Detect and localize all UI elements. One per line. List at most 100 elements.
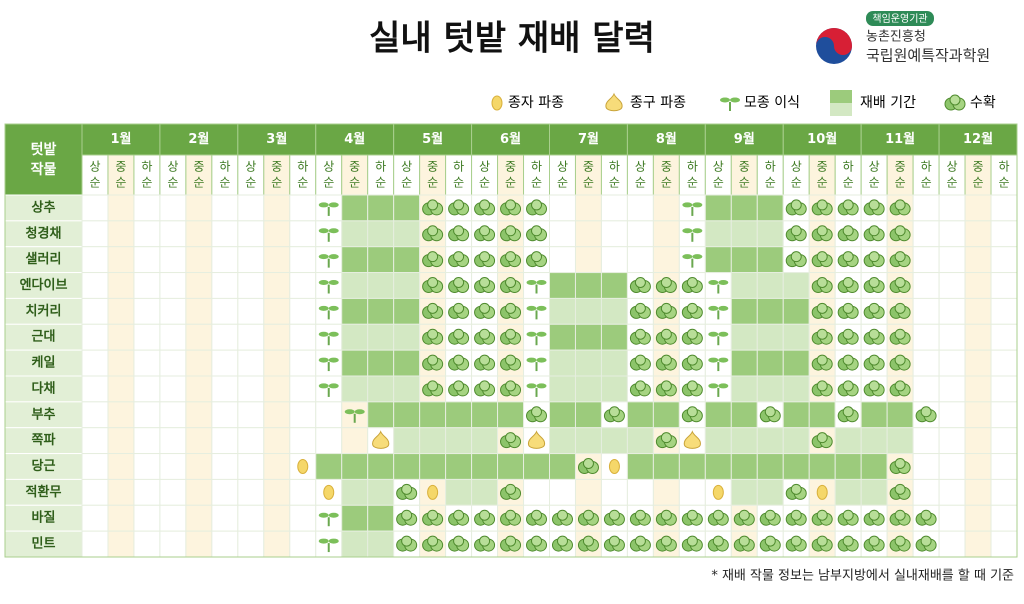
calendar-cell bbox=[990, 427, 1018, 455]
cell-icon bbox=[500, 277, 522, 293]
seed-icon bbox=[491, 95, 503, 111]
cell-icon bbox=[474, 535, 496, 552]
calendar-cell bbox=[834, 453, 862, 480]
sprout-icon bbox=[708, 331, 719, 337]
calendar-cell bbox=[549, 375, 576, 403]
calendar-cell bbox=[81, 349, 109, 377]
legend-swatch bbox=[830, 90, 852, 103]
cell-icon bbox=[681, 354, 703, 371]
calendar-cell bbox=[549, 194, 576, 222]
harvest-icon bbox=[634, 277, 646, 288]
calendar-cell bbox=[523, 478, 550, 506]
calendar-cell bbox=[990, 349, 1018, 377]
calendar-cell bbox=[756, 478, 784, 506]
crop-name: 상추 bbox=[32, 199, 56, 215]
cell-icon bbox=[526, 509, 548, 526]
calendar-cell bbox=[237, 323, 265, 351]
sprout-icon bbox=[318, 202, 329, 208]
harvest-icon bbox=[686, 535, 698, 547]
logo: 책임운영기관 농촌진흥청 국립원예특작과학원 bbox=[816, 11, 990, 65]
calendar-cell bbox=[393, 272, 421, 299]
calendar-cell bbox=[626, 478, 654, 506]
cell-icon bbox=[683, 430, 701, 449]
part-cell bbox=[211, 154, 239, 196]
calendar-cell bbox=[133, 453, 161, 480]
calendar-cell bbox=[341, 272, 369, 299]
cell-icon bbox=[629, 302, 651, 319]
part-cell bbox=[938, 154, 966, 196]
harvest-icon bbox=[660, 535, 672, 547]
calendar-cell bbox=[393, 194, 421, 222]
calendar-cell bbox=[704, 220, 732, 248]
crop-name: 적환무 bbox=[26, 484, 62, 500]
crop-name: 엔다이브 bbox=[20, 277, 68, 293]
harvest-icon bbox=[505, 354, 517, 366]
cell-icon bbox=[837, 406, 859, 423]
sprout-icon bbox=[328, 357, 339, 363]
part-suffix: 순 bbox=[583, 176, 594, 190]
part-suffix: 순 bbox=[921, 176, 932, 190]
sprout-icon bbox=[318, 228, 329, 234]
calendar-cell bbox=[107, 453, 135, 480]
sprout-icon bbox=[730, 97, 740, 103]
harvest-icon bbox=[764, 406, 776, 418]
calendar-cell bbox=[185, 453, 213, 480]
sprout-icon bbox=[318, 305, 329, 311]
harvest-icon bbox=[920, 406, 932, 418]
cell-icon bbox=[500, 328, 522, 345]
harvest-icon bbox=[531, 225, 543, 237]
calendar-cell bbox=[263, 194, 291, 222]
harvest-icon bbox=[816, 199, 828, 211]
calendar-cell bbox=[600, 323, 628, 351]
calendar-cell bbox=[730, 478, 758, 506]
harvest-icon bbox=[842, 380, 854, 392]
harvest-icon bbox=[479, 251, 491, 263]
calendar-cell bbox=[938, 297, 966, 325]
calendar-cell bbox=[938, 401, 966, 429]
calendar-cell bbox=[159, 297, 187, 325]
part-label: 중 bbox=[115, 160, 126, 174]
harvest-icon bbox=[816, 509, 828, 521]
harvest-icon bbox=[479, 302, 491, 314]
calendar-cell bbox=[990, 297, 1018, 325]
calendar-cell bbox=[237, 427, 265, 455]
cell-icon bbox=[655, 432, 677, 449]
calendar-cell bbox=[133, 323, 161, 351]
calendar-cell bbox=[600, 272, 628, 299]
calendar-cell bbox=[990, 194, 1018, 222]
harvest-icon bbox=[479, 225, 491, 237]
part-suffix: 순 bbox=[609, 176, 620, 190]
cell-icon bbox=[474, 225, 496, 242]
cell-icon bbox=[448, 199, 470, 216]
harvest-icon bbox=[842, 199, 854, 211]
calendar-cell bbox=[367, 401, 395, 429]
harvest-icon bbox=[479, 380, 491, 392]
calendar-cell bbox=[471, 401, 499, 429]
calendar-cell bbox=[626, 246, 654, 274]
sprout-icon bbox=[318, 357, 329, 363]
sprout-icon bbox=[682, 228, 693, 234]
calendar-cell bbox=[938, 453, 966, 480]
harvest-icon bbox=[427, 302, 439, 314]
calendar-cell bbox=[574, 375, 602, 403]
sprout-icon bbox=[328, 280, 339, 285]
calendar-cell bbox=[133, 272, 161, 299]
calendar-cell bbox=[938, 478, 966, 506]
part-label: 하 bbox=[297, 160, 308, 174]
cell-icon bbox=[448, 328, 470, 345]
sprout-icon bbox=[318, 538, 329, 544]
calendar-cell bbox=[289, 220, 317, 248]
sprout-icon bbox=[718, 305, 729, 311]
calendar-cell bbox=[652, 194, 680, 222]
cell-icon bbox=[811, 302, 833, 319]
sprout-icon bbox=[318, 512, 329, 518]
calendar-cell bbox=[912, 297, 940, 325]
calendar-cell bbox=[263, 297, 291, 325]
part-suffix: 순 bbox=[349, 176, 360, 190]
harvest-icon bbox=[868, 302, 880, 314]
harvest-icon bbox=[816, 225, 828, 237]
calendar-cell bbox=[782, 323, 810, 351]
harvest-icon bbox=[894, 354, 906, 366]
crop-name: 치커리 bbox=[26, 303, 62, 319]
